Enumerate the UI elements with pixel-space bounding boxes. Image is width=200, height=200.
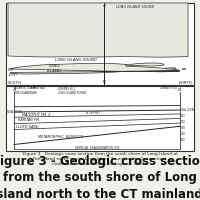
Text: SEA LEVEL: SEA LEVEL — [181, 108, 195, 112]
Text: Figure 3.  Geologic cross section from the south shore of Long Island at
Fire Is: Figure 3. Geologic cross section from th… — [23, 152, 177, 166]
Text: NORTH: NORTH — [178, 81, 192, 85]
Text: d: d — [103, 4, 105, 8]
Text: LONG ISLAND SOUND: LONG ISLAND SOUND — [55, 58, 97, 62]
Polygon shape — [166, 68, 176, 69]
Text: LLOYD SAND: LLOYD SAND — [16, 125, 39, 129]
Polygon shape — [126, 63, 164, 66]
Text: Al. DEFRET: Al. DEFRET — [85, 111, 101, 115]
Text: HEMPSTEAD
PLAIN: HEMPSTEAD PLAIN — [30, 86, 46, 95]
Text: 400: 400 — [181, 132, 186, 136]
Text: 200: 200 — [181, 120, 186, 124]
Text: 100: 100 — [181, 114, 186, 118]
Text: MAGOTHY FM. 2: MAGOTHY FM. 2 — [22, 113, 50, 117]
Text: CONNECTICUT: CONNECTICUT — [160, 86, 179, 90]
Bar — [6, 3, 194, 85]
Text: ISLAND: ISLAND — [46, 69, 62, 73]
Bar — [6, 86, 194, 151]
Text: B: B — [103, 80, 105, 84]
Text: ATLANTIC OCEAN
FIRE ISLAND: ATLANTIC OCEAN FIRE ISLAND — [14, 86, 36, 95]
Text: QUEENS HILL
LONG ISLAND SOUND: QUEENS HILL LONG ISLAND SOUND — [58, 86, 86, 95]
Text: LONG: LONG — [48, 64, 60, 68]
Text: 300: 300 — [181, 126, 186, 130]
Text: d': d' — [178, 87, 182, 92]
Text: Figure 3 - Geologic cross section
from the south shore of Long
Island north to t: Figure 3 - Geologic cross section from t… — [0, 155, 200, 200]
Text: SOUTH: SOUTH — [8, 81, 22, 85]
Text: METAMORPHIC  BEDROCK: METAMORPHIC BEDROCK — [38, 135, 83, 139]
Text: NEW
JERSEY: NEW JERSEY — [8, 68, 17, 77]
Text: LONG ISLAND SOUND: LONG ISLAND SOUND — [116, 5, 154, 9]
Polygon shape — [10, 63, 180, 74]
Text: SEA LEVEL: SEA LEVEL — [7, 110, 23, 114]
Text: RARITAN FM.: RARITAN FM. — [18, 118, 40, 122]
Text: VERTICAL EXAGGERATION X35: VERTICAL EXAGGERATION X35 — [75, 146, 119, 150]
Polygon shape — [8, 3, 188, 57]
Text: A: A — [12, 87, 16, 92]
Text: 500: 500 — [181, 138, 186, 142]
